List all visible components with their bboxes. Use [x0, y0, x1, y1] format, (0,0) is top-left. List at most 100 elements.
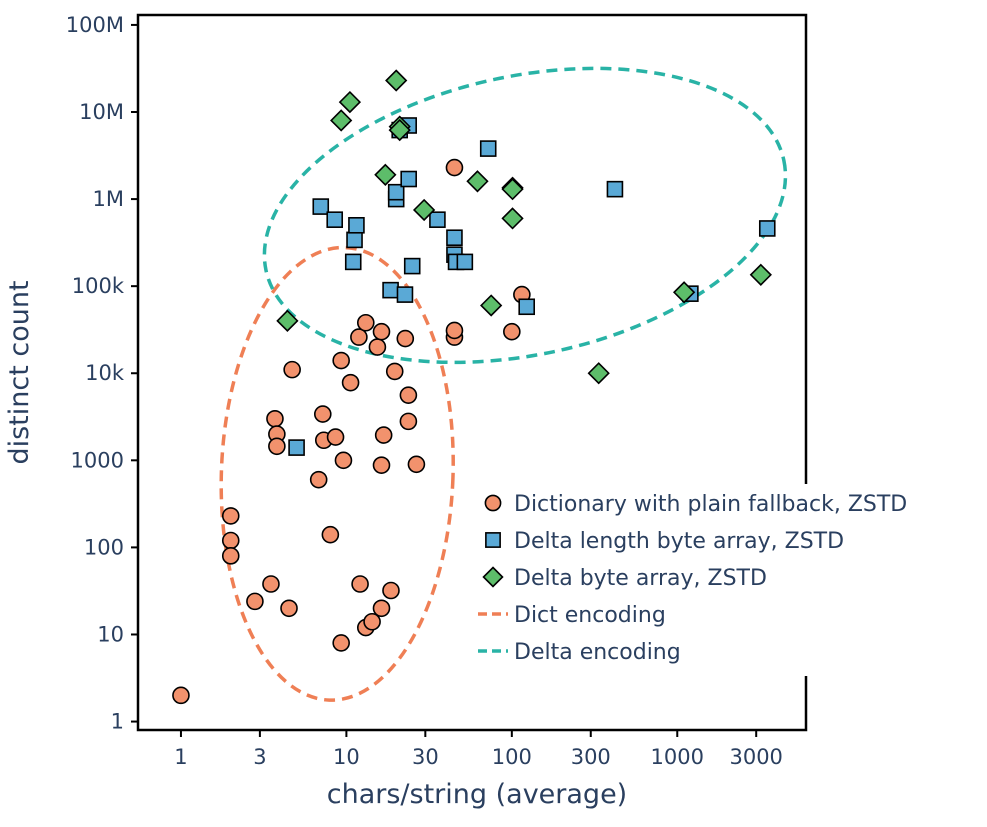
x-axis-title: chars/string (average)	[327, 779, 627, 810]
point-dictionary-24	[363, 612, 381, 631]
points-layer	[172, 69, 776, 705]
point-delta-byte-1	[330, 109, 353, 132]
point-dictionary-20	[350, 328, 368, 346]
point-delta-length-1	[312, 198, 330, 215]
point-delta-byte-4	[385, 69, 408, 92]
y-tick-label-5: 100k	[72, 274, 125, 298]
x-axis-ticks: 1 3 10 30 100 300 1000 3000	[174, 730, 783, 769]
point-dictionary-16	[332, 351, 350, 370]
point-dictionary-11	[309, 470, 328, 489]
point-dictionary-36	[445, 158, 464, 177]
point-dictionary-25	[368, 338, 387, 356]
point-dictionary-6	[280, 599, 298, 618]
x-tick-label-0: 1	[174, 745, 187, 769]
point-delta-length-15	[446, 229, 463, 247]
legend-label-dictionary: Dictionary with plain fallback, ZSTD	[514, 492, 907, 517]
x-tick-label-5: 300	[571, 745, 611, 769]
point-delta-length-2	[326, 211, 344, 228]
point-dictionary-32	[396, 329, 415, 348]
legend-label-delta-encoding: Delta encoding	[514, 640, 681, 665]
x-tick-label-6: 1000	[651, 745, 704, 769]
y-tick-label-6: 1M	[93, 187, 124, 211]
y-axis-title: distinct count	[4, 280, 35, 464]
point-dictionary-31	[385, 362, 404, 381]
point-dictionary-0	[172, 686, 190, 705]
point-delta-length-8	[387, 183, 405, 201]
point-delta-length-20	[518, 298, 536, 316]
point-delta-byte-15	[749, 263, 772, 286]
legend-label-dict-encoding: Dict encoding	[514, 603, 666, 628]
legend-label-delta-byte: Delta byte array, ZSTD	[514, 566, 767, 591]
point-dictionary-26	[372, 322, 391, 341]
point-dictionary-3	[221, 547, 240, 565]
ellipse-delta-encoding	[262, 66, 788, 365]
point-delta-byte-12	[501, 207, 524, 230]
point-delta-length-18	[456, 253, 474, 271]
point-delta-byte-2	[338, 90, 362, 114]
y-tick-label-7: 10M	[79, 100, 124, 124]
legend-label-delta-length: Delta length byte array, ZSTD	[514, 529, 844, 554]
point-dictionary-17	[334, 451, 353, 470]
point-delta-byte-11	[501, 178, 524, 201]
point-delta-length-14	[429, 211, 446, 228]
ellipses-layer	[219, 66, 788, 702]
point-dictionary-15	[321, 525, 340, 544]
point-delta-byte-9	[480, 294, 503, 317]
legend-symbol-dictionary	[484, 494, 502, 512]
point-dictionary-2	[221, 531, 240, 550]
point-dictionary-1	[221, 507, 240, 525]
y-tick-label-2: 100	[84, 535, 124, 559]
y-tick-label-8: 100M	[66, 13, 124, 37]
x-tick-label-7: 3000	[729, 745, 782, 769]
point-dictionary-12	[313, 405, 332, 423]
y-tick-label-0: 1	[111, 710, 124, 734]
point-dictionary-30	[382, 581, 400, 600]
point-delta-byte-14	[672, 281, 696, 304]
x-tick-label-1: 3	[253, 745, 266, 769]
point-dictionary-27	[372, 456, 391, 474]
point-delta-byte-3	[374, 163, 397, 186]
point-delta-length-5	[348, 216, 365, 234]
point-delta-length-23	[758, 220, 776, 237]
point-dictionary-33	[399, 386, 418, 404]
point-dictionary-8	[266, 409, 284, 428]
point-delta-length-10	[396, 286, 414, 303]
y-tick-label-3: 1000	[71, 448, 124, 472]
point-dictionary-22	[356, 313, 375, 332]
point-dictionary-29	[372, 599, 391, 618]
point-delta-length-12	[400, 170, 417, 188]
point-delta-byte-8	[466, 170, 489, 193]
point-dictionary-34	[399, 412, 418, 431]
x-tick-label-3: 30	[412, 745, 439, 769]
point-delta-length-4	[346, 231, 363, 249]
ellipse-dict-encoding	[219, 245, 455, 702]
point-delta-length-21	[606, 180, 624, 198]
point-delta-length-0	[288, 439, 305, 456]
legend-symbol-delta-length	[485, 532, 501, 548]
point-delta-byte-0	[276, 309, 299, 332]
legend: Dictionary with plain fallback, ZSTD Delt…	[475, 484, 980, 676]
point-delta-length-6	[382, 281, 399, 299]
point-dictionary-5	[262, 575, 280, 593]
y-tick-label-4: 10k	[85, 361, 125, 385]
point-delta-length-13	[403, 257, 421, 275]
point-dictionary-35	[407, 455, 426, 474]
point-dictionary-7	[283, 360, 301, 379]
point-delta-byte-6	[388, 118, 411, 142]
point-dictionary-39	[503, 322, 521, 341]
point-dictionary-10	[268, 437, 286, 456]
point-dictionary-28	[374, 426, 393, 444]
x-tick-label-4: 100	[492, 745, 532, 769]
point-dictionary-21	[351, 575, 369, 593]
point-dictionary-38	[445, 321, 464, 340]
x-tick-label-2: 10	[333, 745, 360, 769]
point-dictionary-19	[341, 373, 360, 392]
legend-symbol-delta-byte	[482, 566, 504, 588]
point-dictionary-14	[326, 428, 345, 446]
y-tick-label-1: 10	[97, 622, 124, 646]
point-dictionary-18	[332, 634, 350, 652]
point-dictionary-4	[246, 592, 264, 611]
legend-background	[475, 484, 980, 676]
point-delta-byte-7	[412, 198, 436, 222]
